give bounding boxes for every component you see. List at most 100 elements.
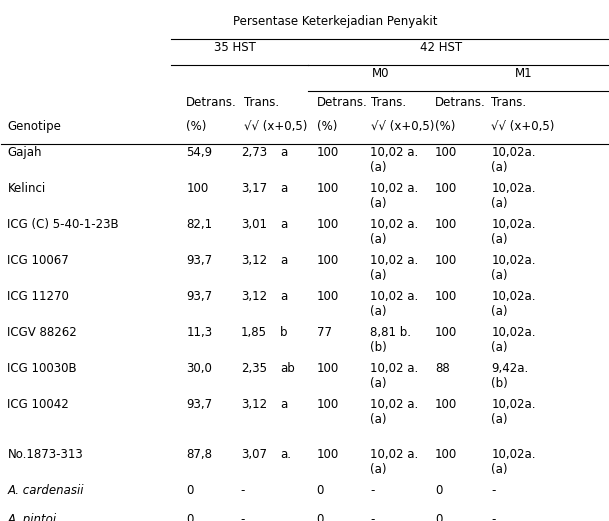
Text: 10,02 a.
(a): 10,02 a. (a): [370, 146, 418, 173]
Text: a: a: [280, 218, 287, 231]
Text: 100: 100: [435, 218, 457, 231]
Text: a: a: [280, 399, 287, 412]
Text: ICG 10067: ICG 10067: [7, 254, 69, 267]
Text: 100: 100: [435, 182, 457, 195]
Text: 100: 100: [317, 182, 339, 195]
Text: 8,81 b.
(b): 8,81 b. (b): [370, 326, 411, 354]
Text: 0: 0: [186, 513, 194, 521]
Text: 93,7: 93,7: [186, 290, 213, 303]
Text: a: a: [280, 146, 287, 159]
Text: ICGV 88262: ICGV 88262: [7, 326, 77, 339]
Text: Trans.: Trans.: [491, 96, 526, 109]
Text: 88: 88: [435, 362, 449, 375]
Text: 100: 100: [435, 290, 457, 303]
Text: Trans.: Trans.: [371, 96, 406, 109]
Text: (%): (%): [317, 120, 337, 133]
Text: 2,73: 2,73: [241, 146, 267, 159]
Text: 3,17: 3,17: [241, 182, 267, 195]
Text: 77: 77: [317, 326, 332, 339]
Text: Gajah: Gajah: [7, 146, 42, 159]
Text: 87,8: 87,8: [186, 449, 213, 462]
Text: ICG (C) 5-40-1-23B: ICG (C) 5-40-1-23B: [7, 218, 119, 231]
Text: Kelinci: Kelinci: [7, 182, 46, 195]
Text: 10,02a.
(a): 10,02a. (a): [491, 146, 536, 173]
Text: -: -: [491, 513, 496, 521]
Text: 3,12: 3,12: [241, 399, 267, 412]
Text: 3,07: 3,07: [241, 449, 267, 462]
Text: 42 HST: 42 HST: [420, 41, 462, 54]
Text: 3,01: 3,01: [241, 218, 267, 231]
Text: 3,12: 3,12: [241, 290, 267, 303]
Text: 100: 100: [317, 449, 339, 462]
Text: 54,9: 54,9: [186, 146, 213, 159]
Text: 10,02 a.
(a): 10,02 a. (a): [370, 449, 418, 476]
Text: a: a: [280, 254, 287, 267]
Text: ICG 10030B: ICG 10030B: [7, 362, 77, 375]
Text: -: -: [370, 485, 375, 498]
Text: 100: 100: [435, 146, 457, 159]
Text: 10,02 a.
(a): 10,02 a. (a): [370, 254, 418, 282]
Text: 10,02a.
(a): 10,02a. (a): [491, 290, 536, 318]
Text: 10,02 a.
(a): 10,02 a. (a): [370, 182, 418, 210]
Text: 11,3: 11,3: [186, 326, 213, 339]
Text: 0: 0: [317, 513, 324, 521]
Text: 9,42a.
(b): 9,42a. (b): [491, 362, 529, 390]
Text: 10,02 a.
(a): 10,02 a. (a): [370, 362, 418, 390]
Text: 10,02 a.
(a): 10,02 a. (a): [370, 399, 418, 426]
Text: 0: 0: [435, 513, 442, 521]
Text: (%): (%): [435, 120, 455, 133]
Text: 10,02a.
(a): 10,02a. (a): [491, 182, 536, 210]
Text: 100: 100: [435, 326, 457, 339]
Text: 35 HST: 35 HST: [214, 41, 256, 54]
Text: 100: 100: [317, 290, 339, 303]
Text: √√ (x+0,5): √√ (x+0,5): [491, 120, 555, 133]
Text: M0: M0: [371, 67, 389, 80]
Text: Trans.: Trans.: [244, 96, 279, 109]
Text: 100: 100: [317, 399, 339, 412]
Text: 1,85: 1,85: [241, 326, 267, 339]
Text: Persentase Keterkejadian Penyakit: Persentase Keterkejadian Penyakit: [233, 15, 437, 28]
Text: -: -: [491, 485, 496, 498]
Text: √√ (x+0,5): √√ (x+0,5): [244, 120, 308, 133]
Text: ICG 10042: ICG 10042: [7, 399, 69, 412]
Text: 100: 100: [435, 254, 457, 267]
Text: 10,02a.
(a): 10,02a. (a): [491, 449, 536, 476]
Text: 100: 100: [317, 146, 339, 159]
Text: -: -: [370, 513, 375, 521]
Text: -: -: [241, 485, 245, 498]
Text: 10,02a.
(a): 10,02a. (a): [491, 399, 536, 426]
Text: 100: 100: [317, 218, 339, 231]
Text: Detrans.: Detrans.: [435, 96, 485, 109]
Text: 10,02a.
(a): 10,02a. (a): [491, 326, 536, 354]
Text: ICG 11270: ICG 11270: [7, 290, 69, 303]
Text: No.1873-313: No.1873-313: [7, 449, 83, 462]
Text: 30,0: 30,0: [186, 362, 212, 375]
Text: 0: 0: [186, 485, 194, 498]
Text: 10,02a.
(a): 10,02a. (a): [491, 218, 536, 246]
Text: A. pintoi: A. pintoi: [7, 513, 57, 521]
Text: a: a: [280, 290, 287, 303]
Text: 82,1: 82,1: [186, 218, 213, 231]
Text: M1: M1: [515, 67, 533, 80]
Text: 10,02 a.
(a): 10,02 a. (a): [370, 218, 418, 246]
Text: 100: 100: [186, 182, 208, 195]
Text: 10,02a.
(a): 10,02a. (a): [491, 254, 536, 282]
Text: a.: a.: [280, 449, 291, 462]
Text: Detrans.: Detrans.: [317, 96, 367, 109]
Text: 0: 0: [317, 485, 324, 498]
Text: Detrans.: Detrans.: [186, 96, 237, 109]
Text: A. cardenasii: A. cardenasii: [7, 485, 84, 498]
Text: 10,02 a.
(a): 10,02 a. (a): [370, 290, 418, 318]
Text: Genotipe: Genotipe: [7, 120, 62, 133]
Text: 2,35: 2,35: [241, 362, 267, 375]
Text: -: -: [241, 513, 245, 521]
Text: 100: 100: [317, 254, 339, 267]
Text: 3,12: 3,12: [241, 254, 267, 267]
Text: (%): (%): [186, 120, 206, 133]
Text: 0: 0: [435, 485, 442, 498]
Text: 100: 100: [317, 362, 339, 375]
Text: 100: 100: [435, 449, 457, 462]
Text: 100: 100: [435, 399, 457, 412]
Text: 93,7: 93,7: [186, 254, 213, 267]
Text: ab: ab: [280, 362, 295, 375]
